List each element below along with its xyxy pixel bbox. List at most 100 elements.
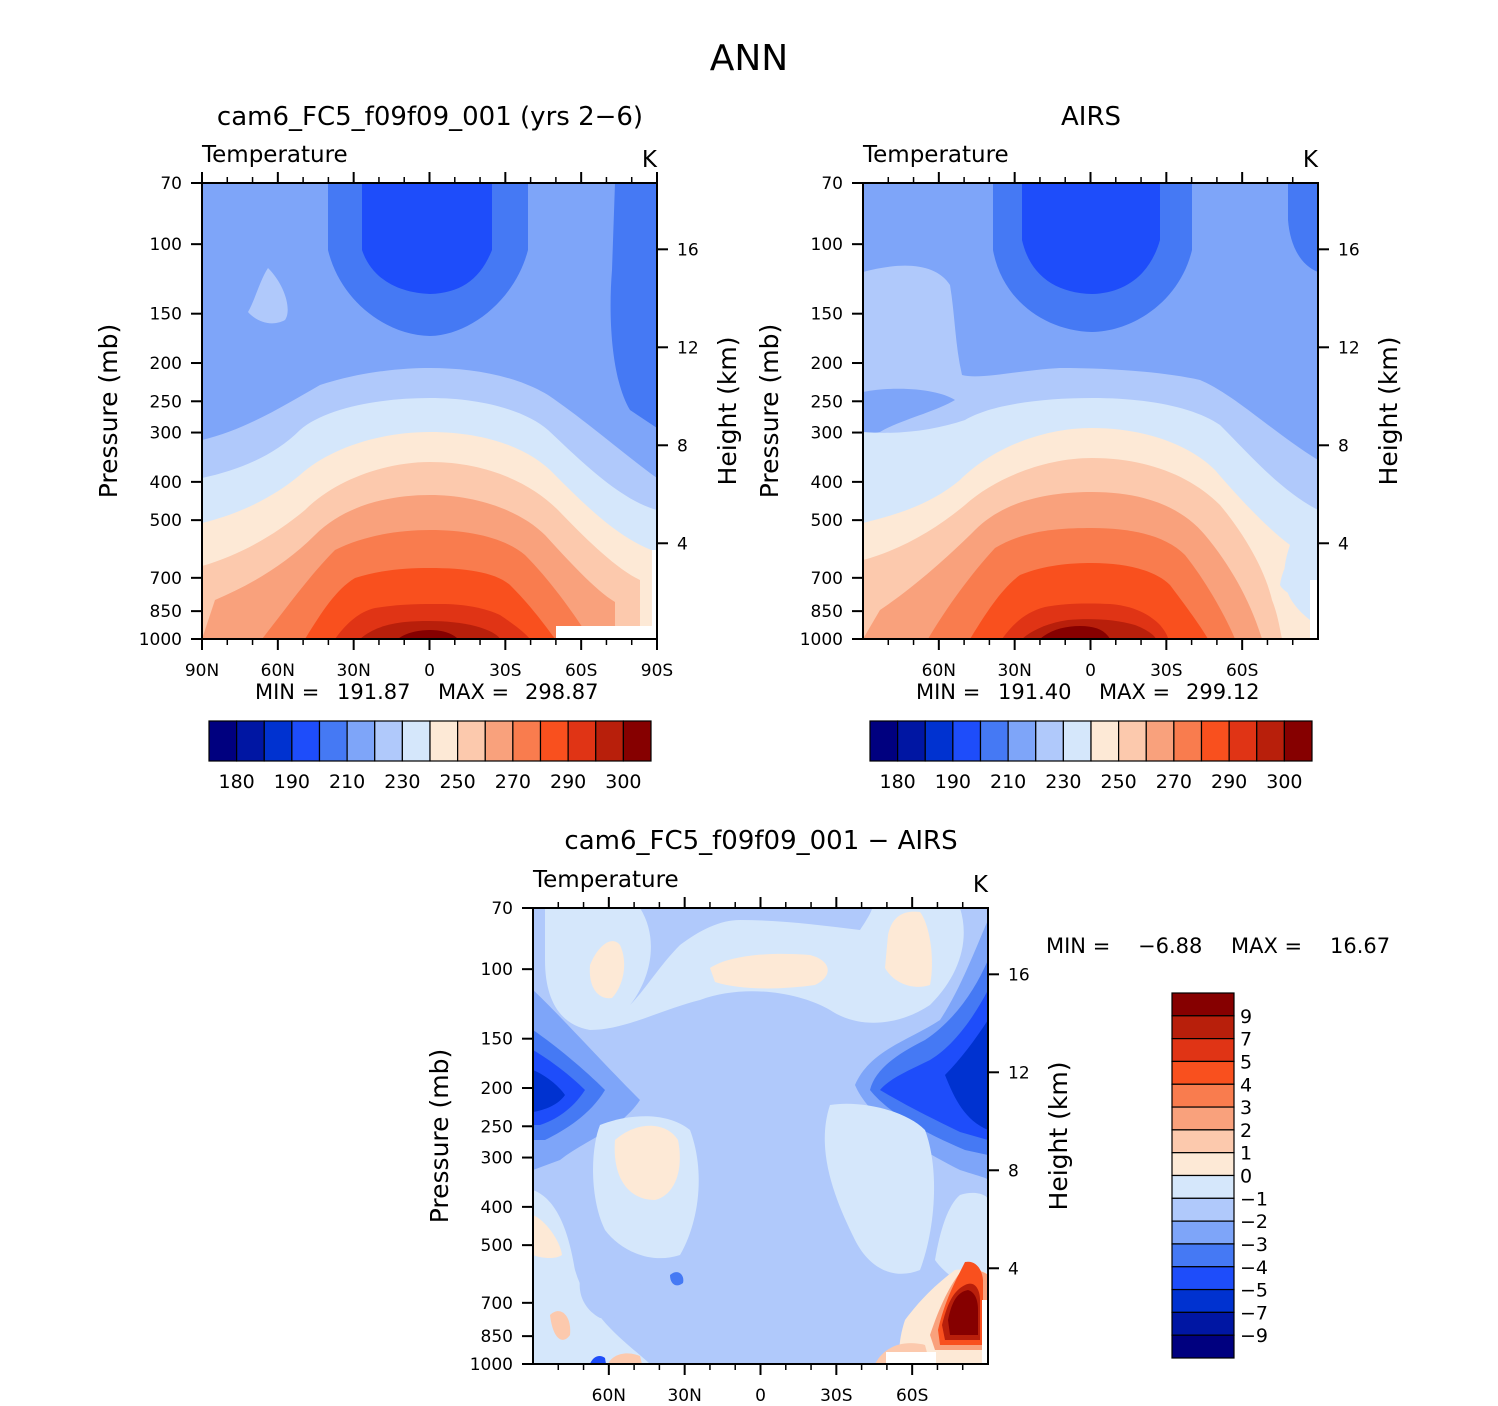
obs-colorbar-label: 180: [879, 771, 915, 793]
model-colorbar-label: 230: [384, 771, 420, 793]
diff-band-warm-sh: [885, 911, 932, 987]
diff-right-tick-label: 12: [1008, 1063, 1030, 1083]
diff-colorbar-label: −4: [1240, 1257, 1268, 1279]
model-max-value: 298.87: [525, 680, 598, 704]
obs-right-tick-label: 8: [1338, 436, 1349, 456]
model-min-value: 191.87: [337, 680, 410, 704]
obs-colorbar-swatch: [1062, 720, 1092, 762]
diff-y-tick-label: 700: [481, 1294, 513, 1314]
obs-y-tick-label: 500: [811, 511, 843, 531]
diff-colorbar-swatch: [1171, 1266, 1235, 1291]
diff-band-surface-warm: [608, 1353, 642, 1364]
diff-max-label: MAX =: [1231, 934, 1302, 958]
model-colorbar-swatch: [401, 720, 431, 762]
diff-band-lower-blue-nh: [579, 1271, 645, 1319]
model-units-label: K: [642, 147, 658, 173]
model-y-tick-label: 200: [150, 354, 182, 374]
obs-y-tick-label: 150: [811, 305, 843, 325]
diff-x-tick-label: 0: [755, 1386, 766, 1406]
obs-y-tick-label: 850: [811, 602, 843, 622]
model-axes: 90N 60N 30N 0 30S 60S 90S 70 100 150 200 250 300 400 5…: [139, 172, 699, 681]
obs-right-tick-label: 12: [1338, 338, 1360, 358]
diff-colorbar-label: 0: [1240, 1166, 1252, 1188]
model-colorbar-swatch: [484, 720, 514, 762]
model-colorbar-swatch: [512, 720, 542, 762]
diff-x-tick-label: 60N: [592, 1386, 626, 1406]
diff-colorbar-swatch: [1171, 1220, 1235, 1245]
page-title: ANN: [710, 38, 789, 79]
model-panel: cam6_FC5_f09f09_001 (yrs 2−6) Temperatur…: [94, 102, 742, 793]
obs-y-tick-label: 400: [811, 473, 843, 493]
model-band-polar-s: [610, 183, 657, 428]
model-colorbar-swatch: [318, 720, 348, 762]
obs-max-label: MAX =: [1099, 680, 1170, 704]
diff-colorbar-swatch: [1171, 1038, 1235, 1063]
diff-max-value: 16.67: [1330, 934, 1390, 958]
obs-colorbar-label: 210: [990, 771, 1026, 793]
diff-colorbar-swatch: [1171, 992, 1235, 1017]
diff-colorbar-label: 7: [1240, 1029, 1252, 1051]
model-x-tick-label: 60N: [261, 661, 295, 681]
diff-y-tick-label: 850: [481, 1327, 513, 1347]
diff-colorbar-label: 3: [1240, 1097, 1252, 1119]
diff-colorbar-label: −2: [1240, 1211, 1268, 1233]
diff-colorbar-swatch: [1171, 1152, 1235, 1177]
obs-min-label: MIN =: [916, 680, 980, 704]
diff-colorbar-label: 4: [1240, 1074, 1252, 1096]
diff-colorbar-swatch: [1171, 1334, 1235, 1359]
obs-band-tropopause-core: [1022, 183, 1160, 294]
diff-colorbar-label: 5: [1240, 1051, 1252, 1073]
obs-y-tick-label: 70: [821, 174, 843, 194]
obs-colorbar-label: 230: [1045, 771, 1081, 793]
obs-y-tick-label: 700: [811, 569, 843, 589]
diff-colorbar-swatch: [1171, 1083, 1235, 1108]
obs-max-value: 299.12: [1186, 680, 1259, 704]
diff-colorbar-label: −3: [1240, 1234, 1268, 1256]
diff-colorbar-swatch: [1171, 1288, 1235, 1313]
model-right-tick-label: 16: [677, 240, 699, 260]
model-title: cam6_FC5_f09f09_001 (yrs 2−6): [217, 102, 643, 132]
diff-colorbar-label: 9: [1240, 1006, 1252, 1028]
diff-right-tick-label: 8: [1008, 1161, 1019, 1181]
diff-x-tick-label: 60S: [896, 1386, 928, 1406]
obs-colorbar-swatch: [1145, 720, 1175, 762]
obs-x-tick-label: 0: [1085, 661, 1096, 681]
diff-units-label: K: [973, 872, 989, 898]
obs-panel: AIRS Temperature K 60N 30N 0 30S 60S 70 100 150…: [755, 102, 1403, 793]
diff-band-mid-light-sh: [824, 1103, 935, 1274]
model-colorbar-label: 190: [274, 771, 310, 793]
diff-y-tick-label: 200: [481, 1079, 513, 1099]
model-y-tick-label: 400: [150, 473, 182, 493]
obs-band-cold-pocket: [1280, 557, 1318, 605]
obs-variable-label: Temperature: [862, 142, 1009, 168]
obs-y-tick-label: 250: [811, 392, 843, 412]
obs-colorbar-label: 250: [1100, 771, 1136, 793]
obs-colorbar-label: 270: [1156, 771, 1192, 793]
model-colorbar-swatch: [208, 720, 238, 762]
diff-band-polar-n-cold4: [533, 1070, 565, 1112]
obs-colorbar-swatch: [952, 720, 982, 762]
model-x-tick-label: 0: [424, 661, 435, 681]
model-y-tick-label: 70: [160, 174, 182, 194]
model-band-pale-spot: [248, 268, 288, 324]
obs-colorbar-swatch: [897, 720, 926, 762]
diff-title: cam6_FC5_f09f09_001 − AIRS: [564, 826, 957, 856]
obs-x-tick-label: 60S: [1226, 661, 1258, 681]
diff-colorbar-label: −7: [1240, 1302, 1268, 1324]
obs-colorbar-swatch: [1007, 720, 1037, 762]
obs-colorbar-label: 300: [1266, 771, 1302, 793]
obs-y-tick-label: 100: [811, 235, 843, 255]
diff-colorbar-swatch: [1171, 1015, 1235, 1040]
diff-band-upper-mid: [630, 908, 872, 1005]
model-field: [202, 183, 657, 639]
model-colorbar-swatch: [429, 720, 459, 762]
obs-band-polar-s: [1288, 183, 1318, 272]
diff-colorbar-label: −9: [1240, 1325, 1268, 1347]
model-y-axis-label: Pressure (mb): [94, 324, 123, 498]
obs-colorbar-label: 190: [935, 771, 971, 793]
model-y-tick-label: 1000: [139, 630, 182, 650]
model-band-max: [398, 630, 458, 639]
model-colorbar-label: 300: [605, 771, 641, 793]
obs-colorbar-swatch: [869, 720, 899, 762]
